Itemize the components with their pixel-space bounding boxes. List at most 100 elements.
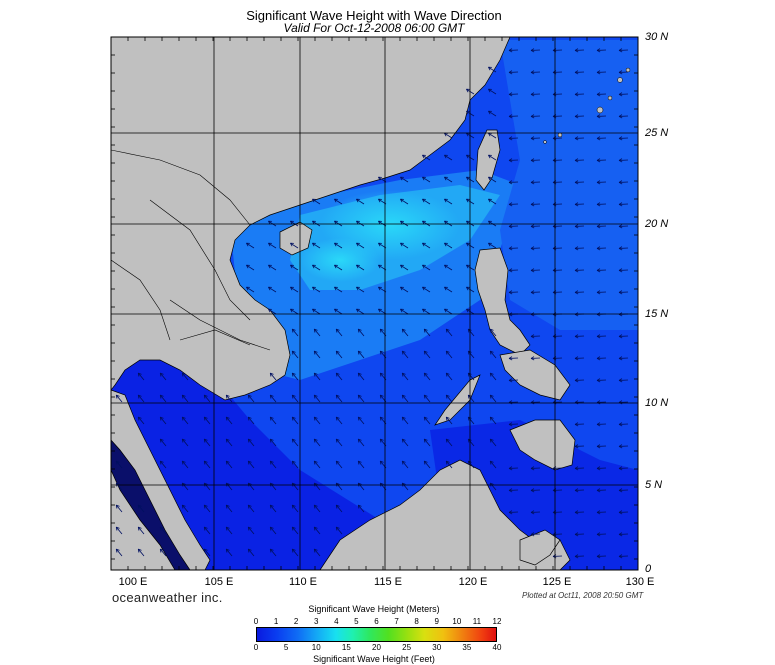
wave-arrow (489, 394, 497, 403)
wave-arrow-head (116, 394, 120, 397)
wave-arrow-head (530, 72, 535, 75)
wave-arrow-head (379, 394, 382, 399)
wave-arrow-head (115, 394, 118, 399)
wave-arrow-head (466, 242, 469, 247)
wave-arrow-head (269, 416, 272, 421)
wave-arrow-head (203, 460, 206, 465)
wave-arrow-head (574, 72, 579, 75)
wave-arrow-head (402, 460, 406, 463)
wave-arrow (444, 176, 453, 183)
wave-arrow-head (530, 138, 535, 141)
wave-arrow (159, 438, 167, 447)
wave-arrow (488, 132, 497, 139)
wave-arrow-head (574, 202, 579, 205)
wave-arrow-head (618, 490, 623, 493)
wave-arrow (488, 154, 497, 161)
colorbar-meter-tick: 0 (253, 617, 259, 626)
wave-arrow-head (248, 394, 252, 397)
wave-arrow-head (424, 460, 428, 463)
wave-arrow (115, 482, 123, 491)
wave-arrow-head (552, 554, 557, 557)
wave-arrow-head (508, 248, 513, 251)
wave-arrow-head (378, 264, 381, 269)
wave-arrow (247, 394, 255, 403)
wave-arrow-head (508, 490, 513, 493)
wave-arrow-head (159, 394, 162, 399)
wave-arrow-head (552, 204, 557, 207)
wave-arrow (401, 350, 409, 359)
land-islands (543, 67, 631, 144)
wave-arrow (467, 460, 475, 469)
wave-arrow (445, 460, 453, 469)
wave-arrow-head (596, 248, 601, 251)
wave-arrow-head (357, 372, 360, 377)
wave-arrow-head (488, 198, 491, 203)
colorbar-feet-tick: 25 (402, 643, 412, 652)
wave-arrow-head (291, 438, 294, 443)
wave-arrow (137, 372, 145, 381)
wave-arrow-head (552, 270, 557, 273)
wave-arrow-head (292, 416, 296, 419)
wave-arrow-head (530, 268, 535, 271)
wave-arrow-head (530, 224, 535, 227)
wave-arrow (225, 548, 233, 557)
wave-arrow-head (618, 224, 623, 227)
wave-arrow-head (291, 548, 294, 553)
wave-arrow-head (336, 438, 340, 441)
wave-arrow-head (159, 526, 162, 531)
wave-arrow-head (423, 438, 426, 443)
wave-arrow-head (115, 460, 118, 465)
wave-arrow-head (530, 202, 535, 205)
wave-arrow-head (291, 526, 294, 531)
wave-arrow (247, 438, 255, 447)
wave-arrow (312, 286, 321, 293)
wave-arrow-head (618, 180, 623, 183)
wave-arrow-head (508, 50, 513, 53)
wave-arrow-head (618, 116, 623, 119)
wave-arrow-head (490, 394, 494, 397)
wave-arrow-head (574, 314, 579, 317)
wave-arrow (312, 308, 321, 315)
wave-arrow-head (378, 286, 381, 291)
wave-arrow-head (137, 548, 140, 553)
wave-arrow-head (268, 286, 271, 291)
wave-arrow-head (552, 358, 557, 361)
wave-arrow-head (618, 488, 623, 491)
wave-arrow-head (422, 176, 425, 181)
wave-arrow-head (312, 286, 315, 291)
wave-arrow-head (159, 438, 162, 443)
wave-arrow-head (400, 308, 403, 313)
wave-arrow-head (574, 292, 579, 295)
wave-arrow-head (356, 308, 359, 313)
wave-arrow-head (467, 394, 470, 399)
wave-arrow-head (618, 534, 623, 537)
wave-arrow-head (400, 264, 403, 269)
wave-arrow-head (203, 416, 206, 421)
wave-arrow (159, 372, 167, 381)
wave-arrow (225, 526, 233, 535)
wave-arrow (488, 110, 497, 117)
colorbar-meter-tick: 6 (374, 617, 379, 626)
wave-arrow (115, 548, 123, 557)
wave-arrow-head (358, 416, 362, 419)
wave-arrow-head (182, 504, 186, 507)
wave-arrow-head (530, 510, 535, 513)
wave-arrow-head (379, 372, 382, 377)
colorbar-feet-tick: 5 (283, 643, 289, 652)
map-subtitle: Valid For Oct-12-2008 06:00 GMT (283, 21, 465, 35)
wave-arrow (467, 328, 475, 337)
wave-arrow-head (356, 264, 359, 269)
wave-arrow-head (530, 246, 535, 249)
land-visayas (499, 349, 571, 401)
wave-arrow-head (269, 460, 272, 465)
wave-arrow-head (596, 446, 601, 449)
wave-arrow (225, 482, 233, 491)
wave-arrow-head (552, 136, 557, 139)
wave-arrow-head (357, 394, 360, 399)
wave-arrow-head (138, 526, 142, 529)
wave-arrow-head (618, 446, 623, 449)
wave-arrow-head (508, 224, 513, 227)
wave-arrow-head (291, 350, 294, 355)
wave-arrow (203, 504, 211, 513)
wave-arrow (445, 394, 453, 403)
